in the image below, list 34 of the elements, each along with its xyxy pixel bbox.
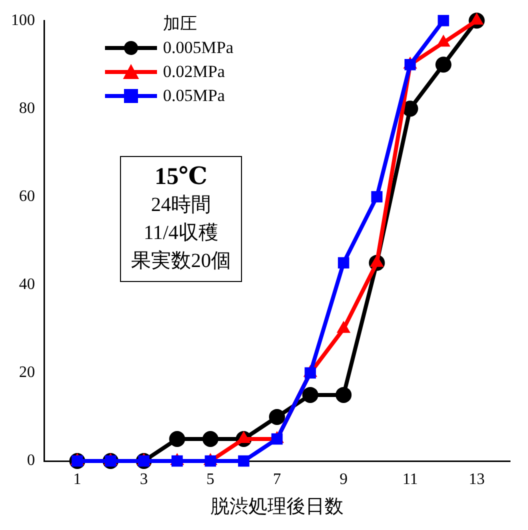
point (304, 367, 316, 379)
annotation: 15℃ (154, 163, 208, 191)
point (302, 386, 318, 403)
point (371, 191, 383, 202)
point (438, 14, 450, 26)
annotation: 11/4収穫 (142, 221, 220, 246)
y-tick-label: 0 (27, 452, 35, 470)
point (202, 430, 218, 447)
legend-label: 0.05MPa (163, 86, 225, 106)
y-tick-label: 100 (11, 12, 35, 29)
annotation: 24時間 (150, 193, 212, 218)
point (338, 257, 350, 268)
point (169, 430, 186, 447)
point (336, 386, 352, 403)
x-tick-label: 1 (73, 470, 82, 488)
legend-label: 0.02MPa (163, 62, 225, 82)
y-tick-label: 60 (19, 188, 35, 205)
x-tick-label: 11 (402, 470, 418, 488)
x-tick-label: 9 (340, 470, 348, 488)
x-tick-label: 7 (273, 470, 281, 488)
legend-title: 加圧 (162, 14, 198, 34)
x-tick-label: 13 (468, 470, 485, 488)
point (271, 433, 283, 445)
point (435, 56, 452, 73)
annotation: 果実数20個 (131, 249, 231, 274)
x-axis-title: 脱渋処理後日数 (210, 496, 344, 518)
y-tick-label: 40 (19, 276, 35, 294)
x-tick-label: 5 (206, 470, 214, 488)
legend-label: 0.005MPa (163, 38, 234, 58)
y-tick-label: 80 (19, 100, 35, 117)
point (238, 455, 250, 467)
point (269, 408, 285, 425)
x-tick-label: 3 (140, 470, 148, 488)
y-tick-label: 20 (19, 364, 35, 382)
